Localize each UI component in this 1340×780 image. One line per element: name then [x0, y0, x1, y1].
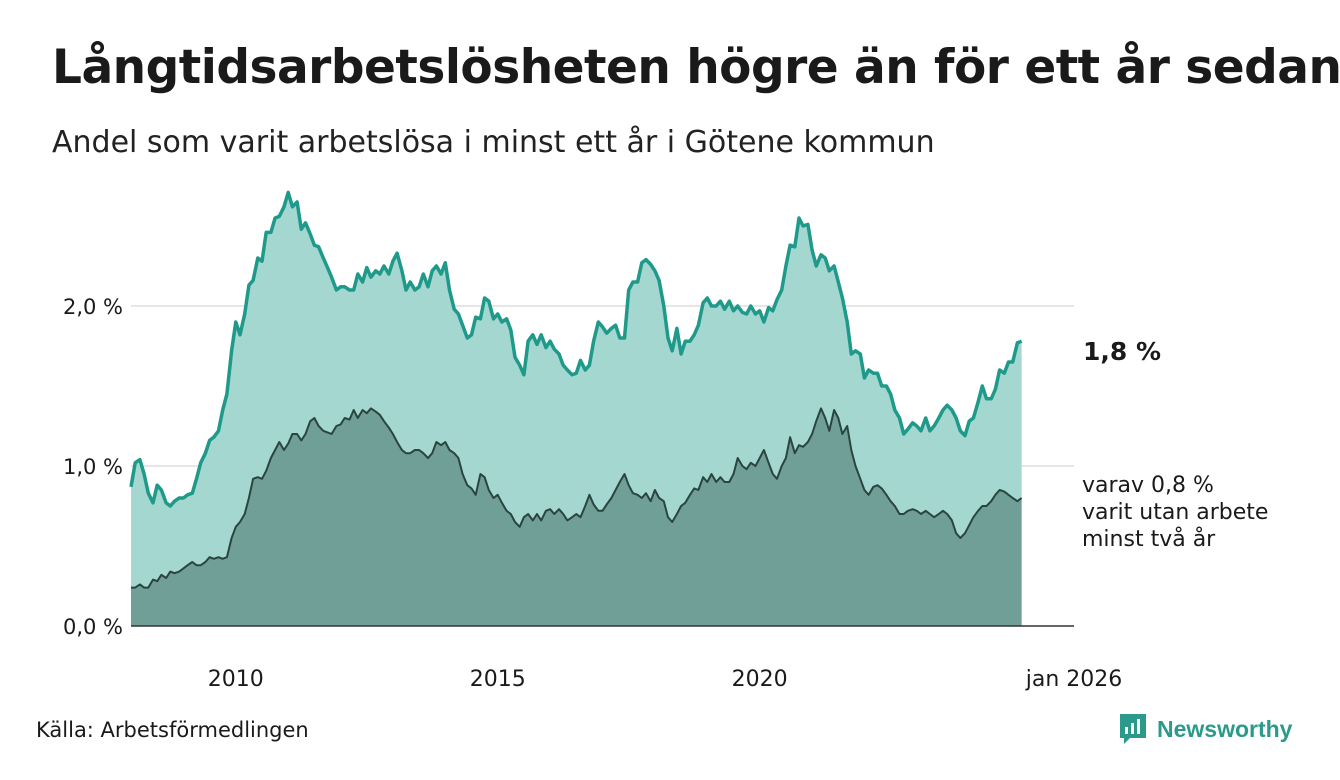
lower-series-note: varav 0,8 % varit utan arbete minst två …: [1082, 472, 1268, 553]
x-tick-label: 2010: [208, 667, 264, 692]
latest-value-label: 1,8 %: [1083, 337, 1162, 366]
note-line: minst två år: [1082, 527, 1216, 552]
upper-series-line: [129, 190, 1023, 508]
x-tick-label: 2020: [732, 667, 788, 692]
y-tick-label: 2,0 %: [63, 295, 123, 319]
chart-title: Långtidsarbetslösheten högre än för ett …: [52, 40, 1340, 95]
chart-subtitle: Andel som varit arbetslösa i minst ett å…: [52, 125, 935, 160]
x-tick-label: jan 2026: [1025, 667, 1123, 692]
area-chart: 0,0 % 1,0 % 2,0 % 2010 2015 2020 jan 2026: [63, 190, 1123, 692]
source-note: Källa: Arbetsförmedlingen: [36, 718, 309, 742]
y-tick-label: 1,0 %: [63, 455, 123, 479]
lower-series-area: [131, 408, 1022, 626]
brand-logo[interactable]: Newsworthy: [1118, 712, 1292, 746]
lower-series-line: [131, 407, 1023, 589]
y-tick-label: 0,0 %: [63, 615, 123, 639]
note-line: varav 0,8 %: [1082, 473, 1214, 498]
x-tick-label: 2015: [470, 667, 526, 692]
note-line: varit utan arbete: [1082, 500, 1269, 525]
chart-bubble-icon: [1120, 714, 1146, 744]
brand-name: Newsworthy: [1157, 715, 1293, 742]
